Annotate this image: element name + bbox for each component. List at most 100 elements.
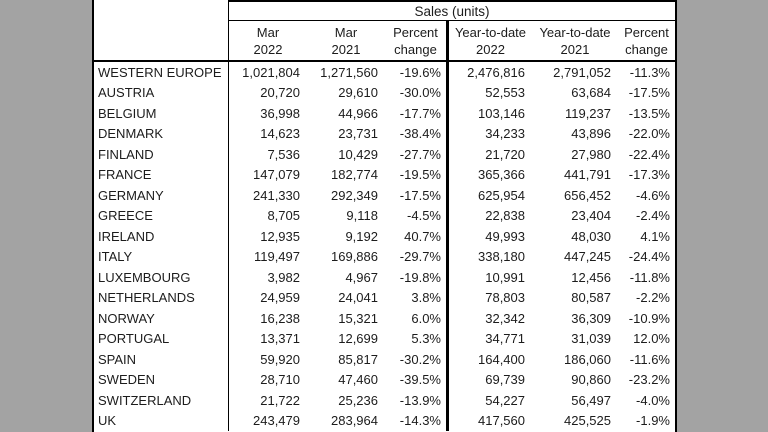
value-cell: -19.5% <box>399 167 441 183</box>
value-cell: 12,935 <box>228 226 307 247</box>
col-header-line2: change <box>625 41 668 57</box>
value-cell: 85,817 <box>338 351 378 367</box>
value-cell: 625,954 <box>446 185 532 206</box>
value-cell: 1,271,560 <box>320 64 378 80</box>
value-cell: 90,860 <box>571 372 611 388</box>
value-cell: 59,920 <box>228 349 307 370</box>
value-cell: 9,192 <box>345 228 378 244</box>
value-cell: 13,371 <box>228 328 307 349</box>
value-cell: 23,731 <box>338 126 378 142</box>
value-cell: 15,321 <box>338 310 378 326</box>
value-cell: 32,342 <box>446 308 532 329</box>
value-cell: 338,180 <box>446 246 532 267</box>
row-label-cell: ITALY <box>98 249 133 265</box>
value-cell: 147,079 <box>228 164 307 185</box>
value-cell: -27.7% <box>399 146 441 162</box>
value-cell: 2,791,052 <box>553 64 611 80</box>
row-label-cell: BELGIUM <box>98 105 157 121</box>
value-cell: -17.5% <box>399 187 441 203</box>
value-cell: 9,118 <box>346 208 378 224</box>
value-cell: -17.5% <box>628 85 670 101</box>
value-cell: 24,041 <box>338 290 378 306</box>
col-header-line1: Percent <box>624 24 669 40</box>
value-cell: 28,710 <box>228 369 307 390</box>
value-cell: -11.8% <box>629 269 670 285</box>
value-cell: 20,720 <box>228 82 307 103</box>
col-header-line1: Year-to-date <box>454 24 527 40</box>
value-cell: -11.6% <box>629 351 670 367</box>
table-group-header: Sales (units) <box>228 0 675 21</box>
value-cell: 22,838 <box>446 205 532 226</box>
value-cell: -2.4% <box>636 208 670 224</box>
value-cell: -13.5% <box>628 105 670 121</box>
value-cell: 12,456 <box>571 269 611 285</box>
group-header-label: Sales (units) <box>414 3 490 19</box>
value-cell: 119,497 <box>228 246 307 267</box>
value-cell: -38.4% <box>399 126 441 142</box>
value-cell: 12,699 <box>338 331 378 347</box>
table-corner-spacer <box>94 0 228 21</box>
value-cell: 103,146 <box>446 103 532 124</box>
value-cell: 47,460 <box>338 372 378 388</box>
value-cell: 4,967 <box>345 269 378 285</box>
col-header-ytd-2022: Year-to-date 2022 <box>446 21 532 62</box>
value-cell: 182,774 <box>331 167 378 183</box>
row-label-cell: SWEDEN <box>98 372 156 388</box>
value-cell: 365,366 <box>446 164 532 185</box>
row-label-cell: GERMANY <box>98 187 164 203</box>
value-cell: 441,791 <box>564 167 611 183</box>
col-header-line1: Percent <box>393 24 438 40</box>
row-label-cell: GREECE <box>98 208 153 224</box>
value-cell: 5.3% <box>411 331 441 347</box>
row-label-cell: SWITZERLAND <box>98 392 192 408</box>
value-cell: 27,980 <box>571 146 611 162</box>
col-header-line2: 2022 <box>253 41 283 57</box>
value-cell: 49,993 <box>446 226 532 247</box>
value-cell: 34,771 <box>446 328 532 349</box>
col-header-percent-change-month: Percent change <box>385 21 446 62</box>
row-label-cell: FINLAND <box>98 146 154 162</box>
row-label-cell: LUXEMBOURG <box>98 269 191 285</box>
value-cell: 3,982 <box>228 267 307 288</box>
value-cell: 25,236 <box>338 392 378 408</box>
row-label-column-header <box>94 21 228 62</box>
value-cell: -19.8% <box>399 269 441 285</box>
col-header-mar-2021: Mar 2021 <box>307 21 385 62</box>
value-cell: 36,309 <box>571 310 611 326</box>
value-cell: 80,587 <box>571 290 611 306</box>
value-cell: 3.8% <box>411 290 441 306</box>
value-cell: 447,245 <box>564 249 611 265</box>
row-label-cell: FRANCE <box>98 167 152 183</box>
value-cell: 21,722 <box>228 390 307 411</box>
col-header-line2: 2022 <box>476 41 505 57</box>
value-cell: 2,476,816 <box>446 62 532 83</box>
value-cell: 12.0% <box>633 331 670 347</box>
col-header-line2: 2021 <box>560 41 590 57</box>
sales-table: Sales (units) Mar 2022 Mar 2021 Percent … <box>92 0 677 432</box>
value-cell: 24,959 <box>228 287 307 308</box>
value-cell: -24.4% <box>628 249 670 265</box>
value-cell: 78,803 <box>446 287 532 308</box>
col-header-mar-2022: Mar 2022 <box>228 21 307 62</box>
value-cell: 44,966 <box>338 105 378 121</box>
row-label-cell: PORTUGAL <box>98 331 170 347</box>
value-cell: 119,237 <box>564 105 611 121</box>
value-cell: 21,720 <box>446 144 532 165</box>
value-cell: 186,060 <box>564 351 611 367</box>
value-cell: 43,896 <box>571 126 611 142</box>
value-cell: 34,233 <box>446 123 532 144</box>
value-cell: 4.1% <box>640 228 670 244</box>
value-cell: -19.6% <box>399 64 441 80</box>
value-cell: 7,536 <box>228 144 307 165</box>
row-label-cell: NORWAY <box>98 310 155 326</box>
row-label-cell: NETHERLANDS <box>98 290 195 306</box>
row-label-cell: IRELAND <box>98 228 155 244</box>
value-cell: -39.5% <box>399 372 441 388</box>
row-label-cell: SPAIN <box>98 351 137 367</box>
value-cell: -11.3% <box>629 64 670 80</box>
value-cell: -30.2% <box>399 351 441 367</box>
value-cell: 656,452 <box>564 187 611 203</box>
value-cell: 14,623 <box>228 123 307 144</box>
value-cell: 169,886 <box>331 249 378 265</box>
value-cell: 292,349 <box>331 187 378 203</box>
